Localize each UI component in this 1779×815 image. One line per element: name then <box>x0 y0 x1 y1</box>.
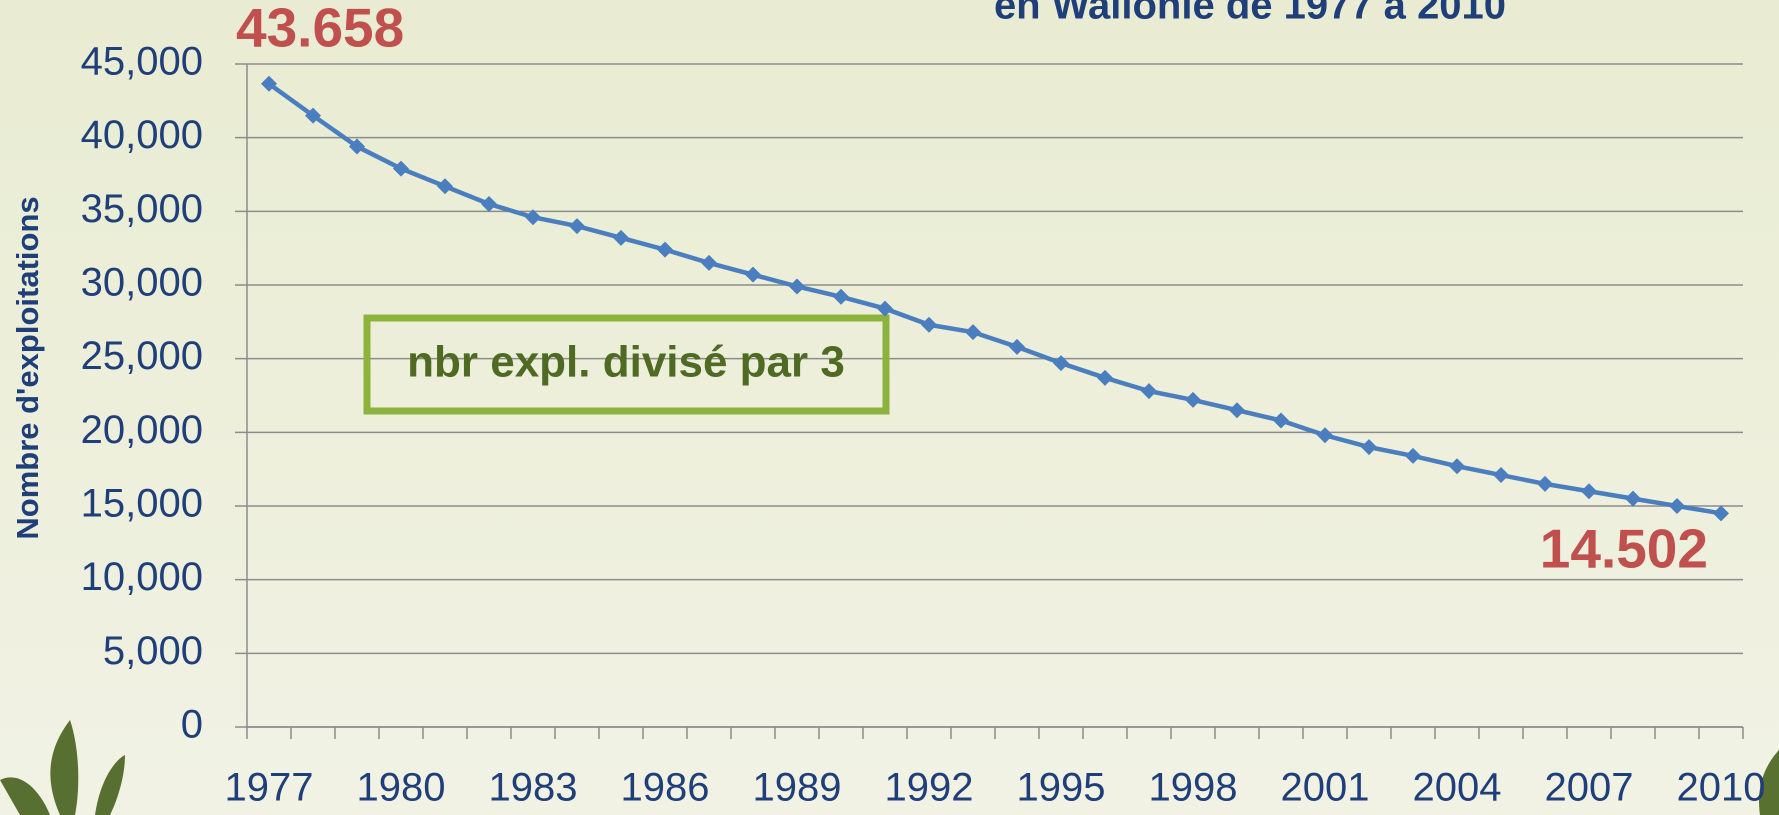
y-tick-label: 20,000 <box>81 408 203 452</box>
y-tick-label: 35,000 <box>81 187 203 231</box>
start-label: 43.658 <box>236 0 404 59</box>
chart-title: en Wallonie de 1977 à 2010 <box>994 0 1506 28</box>
x-tick-label: 1998 <box>1149 766 1238 810</box>
annotation: nbr expl. divisé par 3 <box>407 338 845 387</box>
y-tick-label: 25,000 <box>81 334 203 378</box>
x-tick-label: 2007 <box>1545 766 1634 810</box>
x-tick-label: 2010 <box>1677 766 1766 810</box>
x-tick-label: 1977 <box>225 766 314 810</box>
y-tick-label: 0 <box>181 703 203 747</box>
x-tick-label: 1980 <box>357 766 446 810</box>
x-tick-label: 1986 <box>621 766 710 810</box>
x-tick-label: 1983 <box>489 766 578 810</box>
y-tick-label: 30,000 <box>81 261 203 305</box>
x-tick-label: 1995 <box>1017 766 1106 810</box>
chart: en Wallonie de 1977 à 2010 Nombre d'expl… <box>0 0 1779 815</box>
y-tick-label: 40,000 <box>81 113 203 157</box>
x-tick-label: 1989 <box>753 766 842 810</box>
y-axis-label: Nombre d'exploitations <box>10 196 45 539</box>
y-tick-label: 10,000 <box>81 555 203 599</box>
x-tick-label: 2001 <box>1281 766 1370 810</box>
y-tick-label: 15,000 <box>81 482 203 526</box>
end-label: 14.502 <box>1540 518 1708 580</box>
y-tick-label: 45,000 <box>81 40 203 84</box>
x-tick-label: 2004 <box>1413 766 1502 810</box>
x-tick-label: 1992 <box>885 766 974 810</box>
y-tick-label: 5,000 <box>103 629 203 673</box>
